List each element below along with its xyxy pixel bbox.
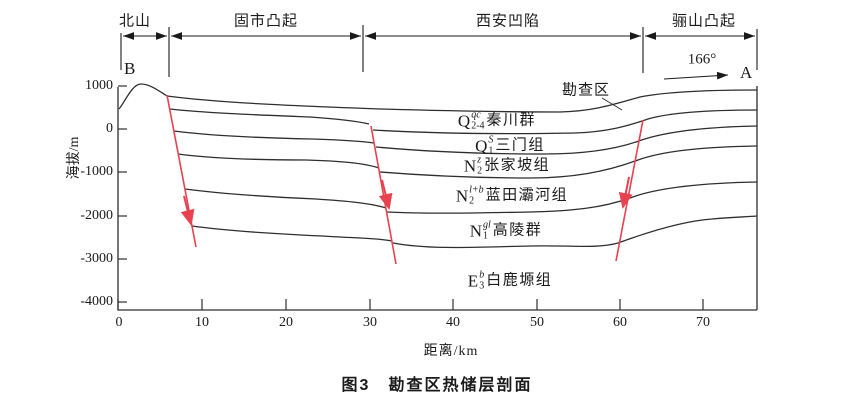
horizon-top-bailuyuan-left (191, 225, 393, 242)
faults (166, 94, 644, 265)
horizon-top-lantian-right (379, 145, 758, 179)
x-tick-label: 60 (613, 315, 627, 330)
axes (117, 86, 758, 311)
figure-caption: 图3 勘查区热储层剖面 (341, 377, 533, 394)
bearing-arrow (663, 71, 729, 80)
horizon-top-gaoling-left (184, 188, 387, 209)
layer-label-sanmenzu: Q S 1 三门组 (475, 134, 545, 156)
unit-label-gushi-uplift: 固市凸起 (233, 13, 299, 30)
x-tick-label: 10 (195, 315, 209, 330)
y-tick-label: -2000 (80, 208, 113, 223)
bearing-label: 166° (687, 51, 717, 68)
fault-slip-arrow-2 (378, 179, 393, 210)
axis-frame (117, 87, 757, 311)
x-ticks (117, 299, 704, 310)
section-endpoint-b: B (124, 59, 136, 78)
x-tick-label: 20 (279, 315, 293, 330)
horizon-top-sanmen-left (169, 108, 370, 125)
dimension-ticks (120, 25, 758, 77)
fault-slip-arrow-1 (180, 195, 195, 226)
survey-area-label: 勘查区 (561, 82, 611, 99)
horizon-curves (118, 83, 758, 249)
horizon-top-bailuyuan-right (392, 215, 758, 249)
surface-curve (118, 83, 758, 113)
y-tick-label: 1000 (85, 78, 113, 93)
fault-line-1 (166, 94, 197, 248)
unit-label-beishan: 北山 (118, 13, 152, 30)
x-tick-label: 30 (363, 315, 377, 330)
survey-area-leader-line (601, 97, 623, 111)
horizon-top-sanmen-right (372, 109, 758, 135)
horizon-top-lantian-left (177, 153, 380, 169)
unit-label-lishan-uplift: 骊山凸起 (671, 13, 737, 30)
unit-label-xian-depression: 西安凹陷 (475, 13, 541, 30)
x-axis-title: 距离/km (423, 344, 479, 359)
y-tick-label: -3000 (80, 251, 113, 266)
fault-line-3 (615, 119, 644, 262)
y-tick-label: 0 (106, 121, 113, 136)
x-tick-label: 70 (696, 315, 710, 330)
fault-line-2 (370, 125, 397, 265)
y-tick-label: -4000 (80, 294, 113, 309)
section-endpoint-a: A (740, 63, 753, 82)
x-tick-label: 0 (115, 315, 123, 330)
y-tick-label: -1000 (80, 164, 113, 179)
fault-slip-arrow-3 (618, 176, 633, 209)
y-ticks (118, 85, 127, 303)
horizon-top-zhangjiapo-left (173, 130, 375, 144)
x-tick-label: 40 (446, 315, 460, 330)
x-tick-label: 50 (530, 315, 544, 330)
horizon-top-gaoling-right (386, 181, 758, 214)
horizon-top-zhangjiapo-right (375, 125, 758, 155)
